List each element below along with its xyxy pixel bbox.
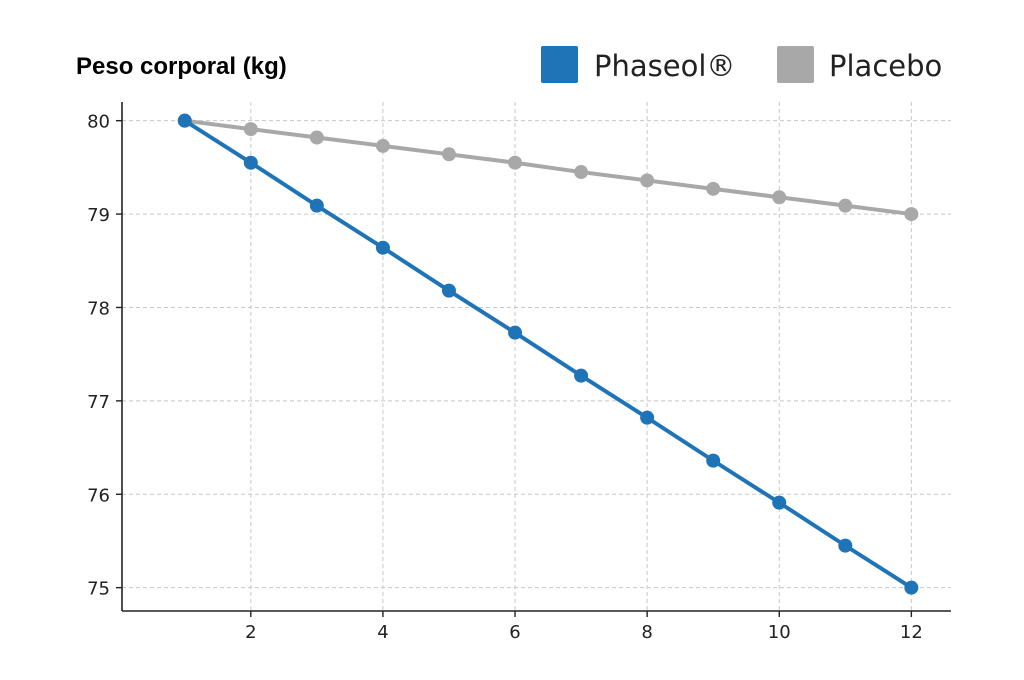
axes xyxy=(116,102,951,617)
data-point-phaseol xyxy=(706,453,721,468)
data-point-phaseol xyxy=(375,240,390,255)
data-point-phaseol xyxy=(772,495,787,510)
data-point-phaseol xyxy=(838,538,853,553)
y-tick-label: 79 xyxy=(87,205,110,226)
data-point-phaseol xyxy=(574,368,589,383)
y-tick-label: 76 xyxy=(87,485,110,506)
legend-swatch-phaseol xyxy=(541,46,578,83)
data-point-phaseol xyxy=(243,155,258,170)
chart-title: Peso corporal (kg) xyxy=(76,53,287,80)
data-point-placebo xyxy=(904,207,919,222)
data-point-phaseol xyxy=(640,410,655,425)
data-point-phaseol xyxy=(441,283,456,298)
data-point-placebo xyxy=(706,181,721,196)
tick-labels: 2 4 6 8 10 12 75 76 77 78 79 80 xyxy=(87,112,923,643)
data-point-placebo xyxy=(309,130,324,145)
data-point-phaseol xyxy=(904,580,919,595)
series-line-phaseol xyxy=(182,118,914,590)
data-point-placebo xyxy=(375,138,390,153)
x-tick-label: 6 xyxy=(509,622,520,643)
y-tick-label: 75 xyxy=(87,579,110,600)
y-tick-label: 77 xyxy=(87,392,110,413)
series-phaseol xyxy=(177,113,919,595)
data-point-placebo xyxy=(772,190,787,205)
data-point-phaseol xyxy=(309,198,324,213)
data-point-phaseol xyxy=(508,325,523,340)
series-placebo xyxy=(177,113,919,222)
x-tick-label: 12 xyxy=(900,622,923,643)
series-line-placebo xyxy=(182,118,914,217)
data-point-placebo xyxy=(508,155,523,170)
legend-label-phaseol: Phaseol® xyxy=(594,49,735,83)
series xyxy=(177,113,919,595)
x-tick-label: 10 xyxy=(768,622,791,643)
x-tick-label: 4 xyxy=(377,622,388,643)
data-point-phaseol xyxy=(177,113,192,128)
legend: Phaseol® Placebo xyxy=(541,46,942,83)
data-point-placebo xyxy=(574,165,589,180)
y-tick-label: 80 xyxy=(87,112,110,133)
y-tick-label: 78 xyxy=(87,298,110,319)
data-point-placebo xyxy=(838,198,853,213)
legend-swatch-placebo xyxy=(777,46,814,83)
data-point-placebo xyxy=(441,147,456,162)
x-tick-label: 2 xyxy=(245,622,256,643)
data-point-placebo xyxy=(640,173,655,188)
legend-label-placebo: Placebo xyxy=(829,49,942,83)
data-point-placebo xyxy=(243,122,258,137)
x-tick-label: 8 xyxy=(641,622,652,643)
